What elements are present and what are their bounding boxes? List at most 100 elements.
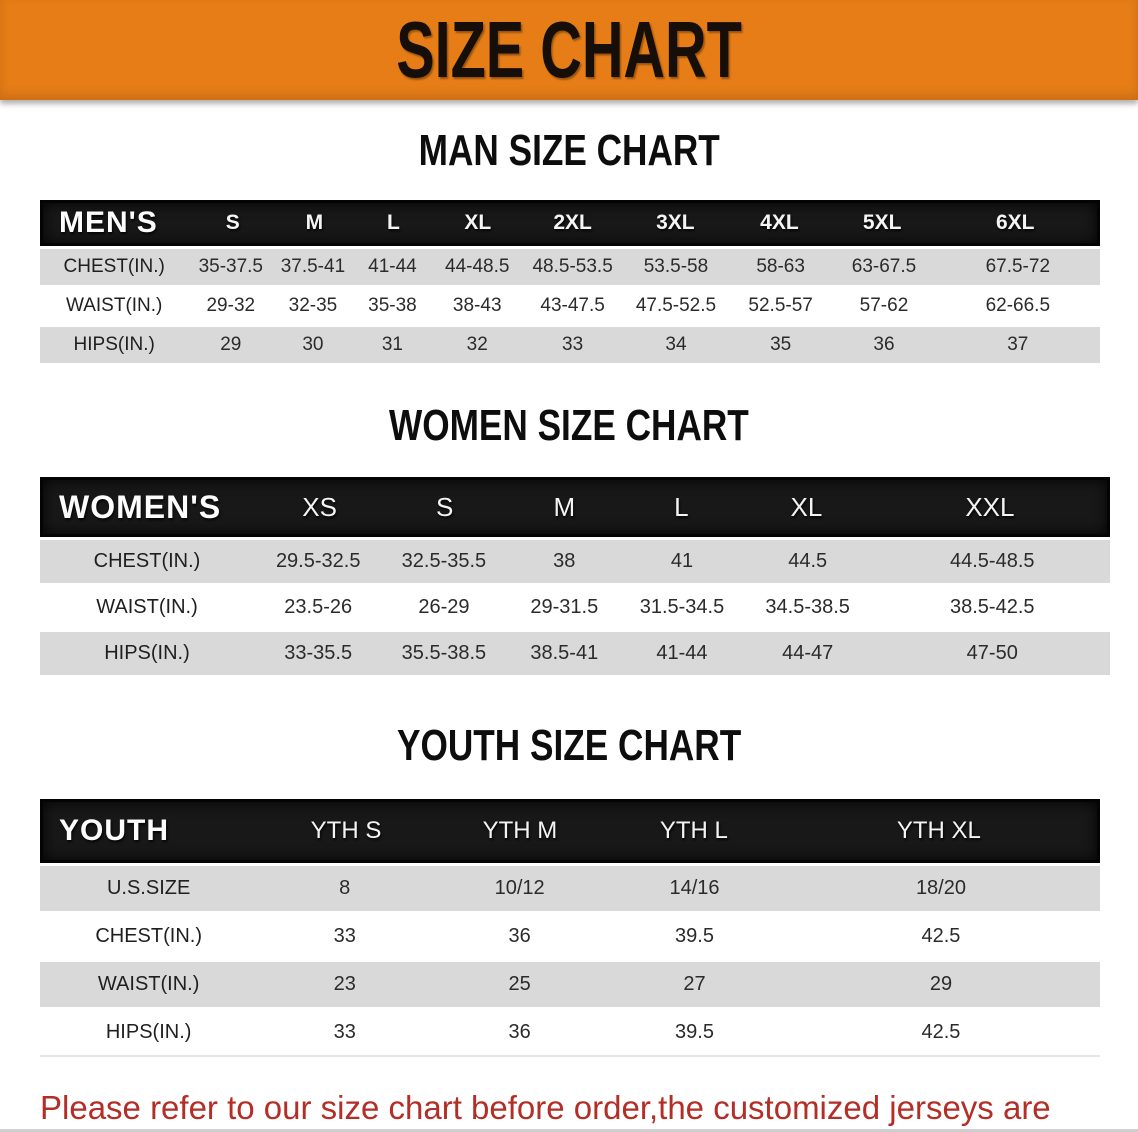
men-section-heading-text: MAN SIZE CHART [418,126,720,175]
women-section-heading-text: WOMEN SIZE CHART [389,401,749,450]
men-column-header: 5XL [862,211,902,234]
women-table-header-row: WOMEN'S XS S M L XL XXL [40,477,1110,537]
men-size-cell: 38-43 [452,295,502,316]
youth-row-label: U.S.SIZE [106,877,191,899]
men-size-cell: 30 [302,334,324,355]
men-size-cell: 43-47.5 [540,295,605,316]
men-size-cell: 41-44 [368,256,417,277]
men-table-corner-label: MEN'S [59,206,158,239]
women-column-header: L [674,491,689,522]
youth-table-row: CHEST(IN.) 33 36 39.5 42.5 [40,914,1100,959]
women-row-label: CHEST(IN.) [93,550,201,572]
section-youth: YOUTH SIZE CHART YOUTH YTH S YTH M YTH L YTH … [0,721,1138,1057]
youth-size-table: YOUTH YTH S YTH M YTH L YTH XL U.S.SIZE 8 10/12… [40,799,1100,1057]
men-column-header: 4XL [760,211,799,234]
men-size-table: MEN'S S M L XL 2XL 3XL 4XL 5XL 6XL CHEST(IN.) 35-37… [40,200,1100,363]
section-women: WOMEN SIZE CHART WOMEN'S XS S M L XL XXL CHEST(I… [0,401,1138,675]
women-size-cell: 26-29 [418,596,470,618]
youth-table-corner-label: YOUTH [59,814,169,847]
youth-table-row: HIPS(IN.) 33 36 39.5 42.5 [40,1010,1100,1055]
men-size-cell: 52.5-57 [748,295,813,316]
men-size-cell: 62-66.5 [985,295,1051,316]
women-table-row: HIPS(IN.) 33-35.5 35.5-38.5 38.5-41 41-44 44-… [40,632,1110,675]
men-size-cell: 63-67.5 [851,256,917,277]
youth-size-cell: 42.5 [921,1021,961,1043]
women-size-table: WOMEN'S XS S M L XL XXL CHEST(IN.) 29.5-32.5 32.5… [40,477,1110,675]
men-size-cell: 47.5-52.5 [635,295,717,316]
men-size-cell: 36 [873,334,895,355]
men-size-cell: 31 [381,334,403,355]
men-size-cell: 33 [562,334,584,355]
women-size-cell: 31.5-34.5 [639,596,725,618]
bottom-edge-divider [0,1129,1138,1132]
youth-size-cell: 39.5 [675,1021,714,1043]
men-size-cell: 32-35 [288,295,338,316]
women-size-cell: 41-44 [656,642,708,664]
youth-column-header: YTH M [482,817,558,844]
youth-column-header: YTH S [310,817,382,844]
men-table-row: CHEST(IN.) 35-37.5 37.5-41 41-44 44-48.5 48.5… [40,249,1100,285]
women-column-header: XS [302,491,337,522]
men-column-header: 2XL [553,211,592,234]
men-size-cell: 29 [220,334,242,355]
youth-size-cell: 36 [508,1021,531,1043]
disclaimer-line-1: Please refer to our size chart before or… [40,1089,1051,1126]
youth-section-heading: YOUTH SIZE CHART [0,721,1138,771]
men-size-cell: 57-62 [859,295,909,316]
youth-table-row: U.S.SIZE 8 10/12 14/16 18/20 [40,866,1100,911]
women-column-header: M [553,491,576,522]
women-size-cell: 47-50 [966,642,1018,664]
women-size-cell: 38.5-41 [530,642,599,664]
men-size-cell: 29-32 [206,295,256,316]
youth-size-cell: 42.5 [921,925,961,947]
women-size-cell: 34.5-38.5 [765,596,850,618]
men-size-cell: 32 [466,334,488,355]
women-section-heading: WOMEN SIZE CHART [0,401,1138,451]
women-size-cell: 32.5-35.5 [401,550,487,572]
youth-table-header-row: YOUTH YTH S YTH M YTH L YTH XL [40,799,1100,863]
men-column-header: M [305,211,324,234]
men-size-cell: 67.5-72 [985,256,1051,277]
youth-size-cell: 23 [333,973,356,995]
women-size-cell: 29-31.5 [530,596,599,618]
men-column-header: XL [464,211,492,234]
men-row-label: CHEST(IN.) [63,256,165,277]
size-chart-banner: SIZE CHART [0,0,1138,100]
men-size-cell: 37.5-41 [280,256,346,277]
youth-column-header: YTH L [659,817,728,844]
women-table-row: WAIST(IN.) 23.5-26 26-29 29-31.5 31.5-34.5 34… [40,586,1110,629]
men-column-header: L [387,211,400,234]
men-column-header: S [225,211,240,234]
men-table-row: HIPS(IN.) 29 30 31 32 33 34 35 36 37 [40,327,1100,363]
youth-row-label: WAIST(IN.) [97,973,200,995]
men-size-cell: 35 [770,334,792,355]
men-row-label: HIPS(IN.) [73,334,155,355]
youth-size-cell: 27 [683,973,706,995]
women-size-cell: 29.5-32.5 [275,550,361,572]
youth-size-cell: 39.5 [675,925,714,947]
youth-row-label: HIPS(IN.) [105,1021,192,1043]
men-column-header: 3XL [656,211,695,234]
youth-column-header: YTH XL [896,817,981,844]
women-size-cell: 38.5-42.5 [950,596,1035,618]
youth-table-row: WAIST(IN.) 23 25 27 29 [40,962,1100,1007]
men-table-row: WAIST(IN.) 29-32 32-35 35-38 38-43 43-47.5 47.… [40,288,1100,324]
youth-size-cell: 33 [333,925,356,947]
men-table-header-row: MEN'S S M L XL 2XL 3XL 4XL 5XL 6XL [40,200,1100,246]
women-size-cell: 44.5 [788,550,828,572]
youth-size-cell: 25 [508,973,531,995]
youth-size-cell: 8 [339,877,351,899]
women-column-header: XL [790,491,823,522]
youth-size-cell: 33 [333,1021,356,1043]
youth-section-heading-text: YOUTH SIZE CHART [396,721,742,770]
women-size-cell: 23.5-26 [284,596,353,618]
women-column-header: XXL [965,491,1015,522]
men-size-cell: 44-48.5 [445,256,510,277]
women-row-label: HIPS(IN.) [104,642,190,664]
youth-size-cell: 29 [929,973,953,995]
men-size-cell: 35-37.5 [198,256,264,277]
men-row-label: WAIST(IN.) [65,295,163,316]
youth-size-cell: 14/16 [669,877,720,899]
youth-row-label: CHEST(IN.) [95,925,202,947]
